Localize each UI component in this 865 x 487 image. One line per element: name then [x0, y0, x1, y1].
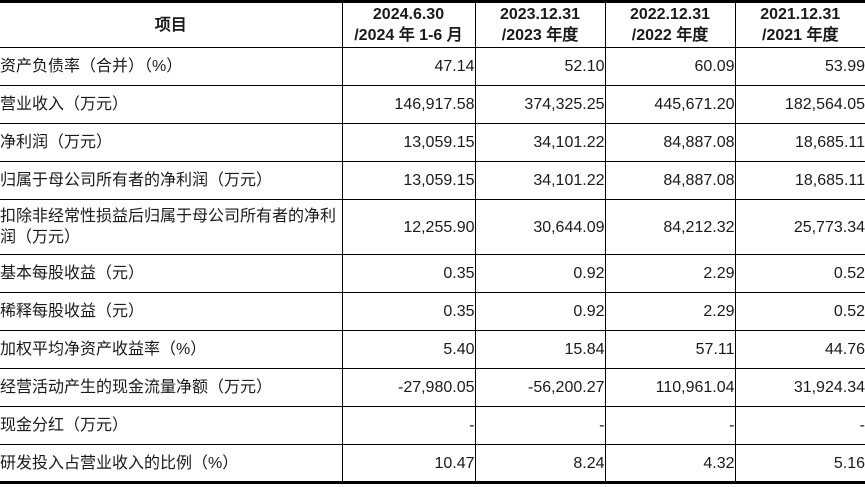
cell-value: 8.24: [474, 444, 605, 483]
cell-value: 5.16: [734, 444, 865, 483]
table-row-net-profit: 净利润（万元） 13,059.15 34,101.22 84,887.08 18…: [0, 123, 865, 162]
cell-value: 12,255.90: [341, 199, 475, 255]
cell-value: 47.14: [341, 47, 475, 86]
cell-value: 13,059.15: [341, 161, 475, 200]
cell-value: 13,059.15: [341, 123, 475, 162]
period-date: 2021.12.31: [760, 6, 841, 23]
cell-value: 15.84: [474, 330, 605, 369]
header-item-label: 项目: [0, 1, 342, 48]
table-row-basic-eps: 基本每股收益（元） 0.35 0.92 2.29 0.52: [0, 254, 865, 293]
cell-value: -: [604, 406, 735, 445]
period-date: 2022.12.31: [629, 6, 711, 23]
cell-value: 84,887.08: [604, 123, 735, 162]
period-span: /2023 年度: [501, 27, 579, 44]
cell-value: 44.76: [734, 330, 865, 369]
cell-value: -: [734, 406, 865, 445]
cell-value: 0.35: [341, 292, 475, 331]
period-span: /2024 年 1-6 月: [354, 27, 463, 44]
cell-value: 445,671.20: [604, 85, 735, 124]
cell-value: -56,200.27: [474, 368, 605, 407]
row-label: 现金分红（万元）: [0, 406, 342, 445]
table-row-rd-ratio: 研发投入占营业收入的比例（%） 10.47 8.24 4.32 5.16: [0, 444, 865, 483]
row-label: 净利润（万元）: [0, 123, 342, 162]
period-date: 2024.6.30: [372, 6, 445, 23]
cell-value: 30,644.09: [474, 199, 605, 255]
table-row-revenue: 营业收入（万元） 146,917.58 374,325.25 445,671.2…: [0, 85, 865, 124]
cell-value: -: [341, 406, 475, 445]
cell-value: 34,101.22: [474, 161, 605, 200]
cell-value: 34,101.22: [474, 123, 605, 162]
cell-value: 18,685.11: [734, 123, 865, 162]
cell-value: 25,773.34: [734, 199, 865, 255]
row-label: 经营活动产生的现金流量净额（万元）: [0, 368, 342, 407]
cell-value: 84,887.08: [604, 161, 735, 200]
header-period-2023: 2023.12.31 /2023 年度: [474, 1, 605, 48]
cell-value: 146,917.58: [341, 85, 475, 124]
cell-value: 5.40: [341, 330, 475, 369]
cell-value: 0.92: [474, 292, 605, 331]
cell-value: 2.29: [604, 254, 735, 293]
table-row-deducted-net-profit: 扣除非经常性损益后归属于母公司所有者的净利润（万元） 12,255.90 30,…: [0, 199, 865, 255]
row-label: 稀释每股收益（元）: [0, 292, 342, 331]
row-label: 资产负债率（合并）（%）: [0, 47, 342, 86]
cell-value: 374,325.25: [474, 85, 605, 124]
cell-value: 0.35: [341, 254, 475, 293]
cell-value: 10.47: [341, 444, 475, 483]
row-label: 营业收入（万元）: [0, 85, 342, 124]
period-span: /2021 年度: [762, 27, 839, 44]
header-period-2021: 2021.12.31 /2021 年度: [734, 1, 865, 48]
cell-value: 0.92: [474, 254, 605, 293]
cell-value: 52.10: [474, 47, 605, 86]
table-row-diluted-eps: 稀释每股收益（元） 0.35 0.92 2.29 0.52: [0, 292, 865, 331]
row-label: 基本每股收益（元）: [0, 254, 342, 293]
row-label: 研发投入占营业收入的比例（%）: [0, 444, 342, 483]
cell-value: -: [474, 406, 605, 445]
cell-value: -27,980.05: [341, 368, 475, 407]
cell-value: 57.11: [604, 330, 735, 369]
cell-value: 182,564.05: [734, 85, 865, 124]
header-period-2022: 2022.12.31 /2022 年度: [604, 1, 735, 48]
cell-value: 2.29: [604, 292, 735, 331]
cell-value: 0.52: [734, 292, 865, 331]
cell-value: 53.99: [734, 47, 865, 86]
table-row-cash-dividend: 现金分红（万元） - - - -: [0, 406, 865, 445]
row-label: 加权平均净资产收益率（%）: [0, 330, 342, 369]
header-period-2024h1: 2024.6.30 /2024 年 1-6 月: [341, 1, 475, 48]
header-row: 项目 2024.6.30 /2024 年 1-6 月 2023.12.31 /2…: [0, 1, 865, 48]
row-label: 归属于母公司所有者的净利润（万元）: [0, 161, 342, 200]
table-row-weighted-roe: 加权平均净资产收益率（%） 5.40 15.84 57.11 44.76: [0, 330, 865, 369]
table-row-operating-cash-flow: 经营活动产生的现金流量净额（万元） -27,980.05 -56,200.27 …: [0, 368, 865, 407]
cell-value: 60.09: [604, 47, 735, 86]
row-label: 扣除非经常性损益后归属于母公司所有者的净利润（万元）: [0, 199, 342, 255]
period-date: 2023.12.31: [499, 6, 581, 23]
table-row-debt-ratio: 资产负债率（合并）（%） 47.14 52.10 60.09 53.99: [0, 47, 865, 86]
cell-value: 110,961.04: [604, 368, 735, 407]
cell-value: 0.52: [734, 254, 865, 293]
cell-value: 84,212.32: [604, 199, 735, 255]
cell-value: 4.32: [604, 444, 735, 483]
table-row-parent-net-profit: 归属于母公司所有者的净利润（万元） 13,059.15 34,101.22 84…: [0, 161, 865, 200]
cell-value: 18,685.11: [734, 161, 865, 200]
cell-value: 31,924.34: [734, 368, 865, 407]
period-span: /2022 年度: [631, 27, 709, 44]
